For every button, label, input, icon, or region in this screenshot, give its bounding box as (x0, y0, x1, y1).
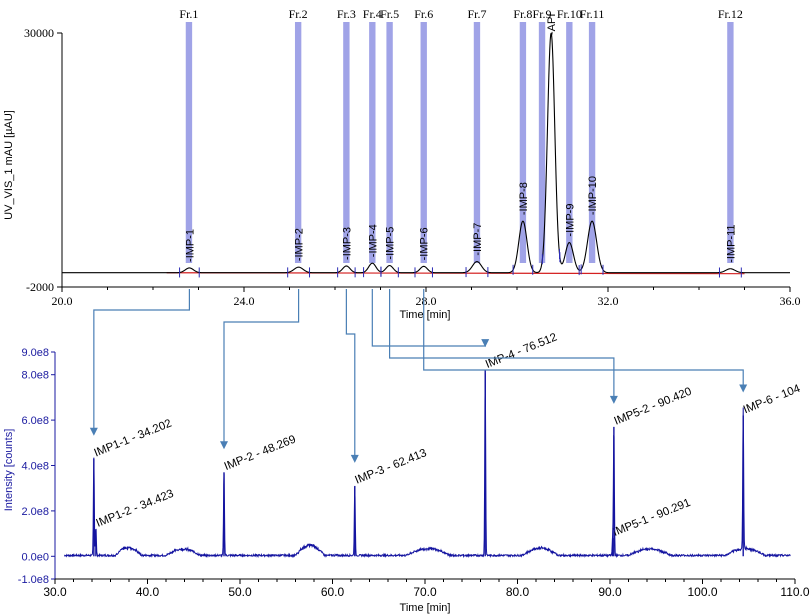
uv-trace (62, 32, 790, 274)
fraction-label: Fr.4 (363, 7, 382, 21)
link-arrowhead (609, 395, 618, 404)
uv-peak-label: -IMP-8 (518, 182, 530, 215)
link-arrowhead (481, 339, 490, 348)
fraction-label: Fr.8 (513, 7, 532, 21)
uv-x-tick-label: 20.0 (52, 294, 73, 308)
fraction-band (343, 22, 350, 263)
ms-x-tick-label: 90.0 (598, 585, 622, 599)
fraction-band (294, 22, 302, 263)
ms-x-tick-label: 100.0 (687, 585, 717, 599)
fraction-label: Fr.5 (380, 7, 399, 21)
uv-chromatogram: UV_VIS_1 mAU [µAU] Time [min] Fr.1 Fr.2 Fr… (3, 7, 801, 321)
ms-peak-label: IMP5-1 - 90.291 (611, 497, 692, 539)
fraction-label: Fr.2 (289, 7, 308, 21)
ms-peak-label: IMP-2 - 48.269 (223, 433, 298, 473)
link-line (389, 289, 615, 397)
uv-x-axis-label: Time [min] (400, 309, 451, 321)
ms-x-axis-label: Time [min] (400, 602, 451, 614)
ms-x-tick-label: 60.0 (321, 585, 345, 599)
uv-peak-label: -IMP-3 (341, 227, 353, 260)
ms-chromatogram: Intensity [counts] Time [min] 9.0e8 8.0e8… (3, 331, 810, 614)
fraction-band (519, 22, 527, 263)
ms-y-tick-label: 6.0e8 (21, 415, 49, 427)
uv-peak-label: -IMP-1 (184, 229, 196, 262)
ms-x-tick-label: 30.0 (43, 585, 67, 599)
uv-peak-label: -IMP-11 (725, 224, 737, 262)
link-arrowhead (739, 384, 748, 393)
fraction-band (185, 22, 193, 263)
ms-y-tick-label: 8.0e8 (21, 370, 49, 382)
link-line (93, 289, 190, 429)
uv-peak-label: -IMP-10 (587, 176, 599, 215)
fraction-band (588, 22, 596, 263)
uv-y-tick-label: -2000 (26, 280, 54, 294)
ms-peak-label: IMP-3 - 62.413 (353, 447, 428, 487)
uv-peak-label: -API (546, 14, 558, 35)
uv-peak-label: -IMP-9 (564, 204, 576, 237)
ms-trace (64, 373, 791, 559)
fraction-label: Fr.11 (580, 7, 605, 21)
ms-x-tick-label: 50.0 (228, 585, 252, 599)
link-arrowhead (350, 454, 359, 463)
ms-x-tick-label: 40.0 (136, 585, 160, 599)
uv-x-tick-label: 36.0 (780, 294, 801, 308)
fraction-to-ms-links (89, 289, 748, 463)
ms-y-tick-label: 4.0e8 (21, 461, 49, 473)
uv-x-tick-label: 24.0 (234, 294, 255, 308)
fraction-band (369, 22, 376, 263)
ms-y-axis-label: Intensity [counts] (3, 429, 15, 512)
ms-y-tick-label: -1.0e8 (18, 574, 49, 586)
uv-x-tick-label: 28.0 (416, 294, 437, 308)
link-arrowhead (89, 427, 98, 436)
uv-y-axis-label: UV_VIS_1 mAU [µAU] (3, 110, 15, 220)
fraction-band (473, 22, 481, 263)
fraction-band (420, 22, 427, 263)
link-line (345, 289, 356, 456)
link-arrowhead (219, 441, 228, 450)
fraction-band (727, 22, 734, 263)
ms-x-tick-label: 110.0 (780, 585, 809, 599)
fraction-label: Fr.3 (337, 7, 356, 21)
link-line (423, 289, 744, 386)
fraction-label: Fr.12 (718, 7, 743, 21)
ms-x-tick-label: 70.0 (413, 585, 437, 599)
ms-y-tick-label: 0.0e0 (21, 551, 49, 563)
fraction-band (538, 22, 546, 263)
ms-peak-label: IMP-6 - 104 (742, 382, 803, 416)
fraction-label: Fr.6 (414, 7, 433, 21)
ms-peak-label: IMP1-1 - 34.202 (92, 417, 173, 459)
uv-x-tick-label: 32.0 (598, 294, 619, 308)
fraction-label: Fr.9 (533, 7, 552, 21)
fraction-label: Fr.1 (179, 7, 198, 21)
uv-peak-label: -IMP-7 (472, 223, 484, 256)
uv-peak-label: -IMP-6 (419, 227, 431, 260)
uv-peak-label: -IMP-2 (294, 228, 306, 261)
fraction-band (386, 22, 393, 263)
ms-peak-label: IMP5-2 - 90.420 (613, 386, 694, 428)
uv-peak-label: -IMP-4 (367, 224, 379, 257)
link-line (223, 289, 300, 443)
ms-x-tick-label: 80.0 (506, 585, 530, 599)
uv-y-tick-label: 30000 (24, 26, 54, 40)
ms-peak-label: IMP1-2 - 34.423 (95, 488, 176, 530)
fraction-label: Fr.7 (467, 7, 486, 21)
ms-y-tick-label: 9.0e8 (21, 347, 49, 359)
fraction-band (566, 22, 573, 263)
fraction-label: Fr.10 (557, 7, 582, 21)
ms-peak-label: IMP-4 - 76.512 (484, 331, 559, 371)
uv-peak-label: -IMP-5 (385, 227, 397, 260)
ms-y-tick-label: 2.0e8 (21, 506, 49, 518)
